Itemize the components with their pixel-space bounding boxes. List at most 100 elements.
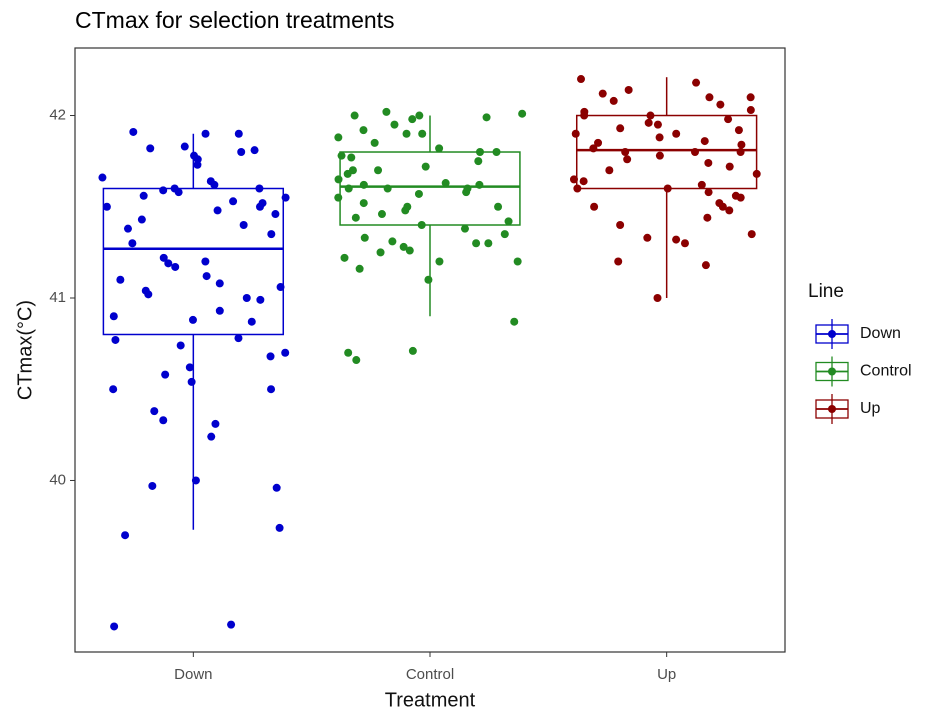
y-tick-label: 42: [49, 106, 66, 123]
point: [390, 120, 399, 129]
point: [272, 483, 281, 492]
point: [267, 385, 276, 394]
point: [484, 239, 493, 248]
point: [359, 180, 368, 189]
x-tick-label: Up: [657, 666, 676, 683]
chart-title: CTmax for selection treatments: [75, 7, 395, 33]
point: [164, 259, 173, 268]
point: [703, 213, 712, 222]
point: [383, 184, 392, 193]
point: [594, 138, 603, 147]
point: [193, 160, 202, 169]
legend-key-point: [828, 405, 836, 413]
point: [239, 221, 248, 230]
point: [663, 184, 672, 193]
point: [737, 140, 746, 149]
point: [653, 293, 662, 302]
point: [159, 416, 168, 425]
point: [276, 283, 285, 292]
point: [579, 177, 588, 186]
point: [475, 148, 484, 157]
point: [700, 137, 709, 146]
point: [718, 202, 727, 211]
point: [644, 118, 653, 127]
point: [102, 202, 111, 211]
point: [704, 158, 713, 167]
point: [242, 293, 251, 302]
point: [171, 262, 180, 271]
legend-key-point: [828, 330, 836, 338]
point: [215, 306, 224, 315]
point: [399, 242, 408, 251]
point: [207, 432, 216, 441]
point: [435, 144, 444, 153]
point: [234, 129, 243, 138]
point: [234, 334, 243, 343]
point: [616, 221, 625, 230]
point: [347, 153, 356, 162]
point: [227, 620, 236, 629]
point: [435, 257, 444, 266]
point: [475, 180, 484, 189]
legend-title: Line: [808, 281, 844, 302]
point: [646, 111, 655, 120]
point: [623, 155, 632, 164]
point: [161, 370, 170, 379]
point: [334, 133, 343, 142]
point: [139, 191, 148, 200]
point: [408, 115, 417, 124]
point: [229, 197, 238, 206]
point: [417, 221, 426, 230]
point: [191, 476, 200, 485]
point: [213, 206, 222, 215]
point: [266, 352, 275, 361]
point: [344, 348, 353, 357]
point: [401, 206, 410, 215]
y-tick-label: 40: [49, 471, 66, 488]
point: [424, 275, 433, 284]
point: [340, 253, 349, 262]
point: [275, 523, 284, 532]
point: [704, 188, 713, 197]
point: [580, 111, 589, 120]
point: [247, 317, 256, 326]
point: [736, 148, 745, 157]
point: [734, 126, 743, 135]
point: [281, 193, 290, 202]
point: [377, 210, 386, 219]
point: [174, 188, 183, 197]
point: [188, 315, 197, 324]
point: [504, 217, 513, 226]
point: [255, 202, 264, 211]
point: [725, 206, 734, 215]
point: [128, 239, 137, 248]
legend-label: Control: [860, 363, 912, 380]
point: [482, 113, 491, 122]
point: [692, 78, 701, 87]
point: [405, 246, 414, 255]
box: [339, 151, 521, 226]
point: [716, 100, 725, 109]
point: [643, 233, 652, 242]
point: [271, 210, 280, 219]
point: [624, 85, 633, 94]
point: [472, 239, 481, 248]
point: [746, 93, 755, 102]
point: [334, 193, 343, 202]
point: [110, 622, 119, 631]
point: [492, 148, 501, 157]
point: [655, 151, 664, 160]
point: [705, 93, 714, 102]
point: [337, 151, 346, 160]
x-tick-label: Down: [174, 666, 212, 683]
point: [590, 202, 599, 211]
point: [418, 129, 427, 138]
point: [109, 312, 118, 321]
point: [510, 317, 519, 326]
point: [150, 407, 159, 416]
point: [159, 253, 168, 262]
legend-label: Down: [860, 325, 901, 342]
point: [605, 166, 614, 175]
point: [609, 96, 618, 105]
point: [201, 257, 210, 266]
